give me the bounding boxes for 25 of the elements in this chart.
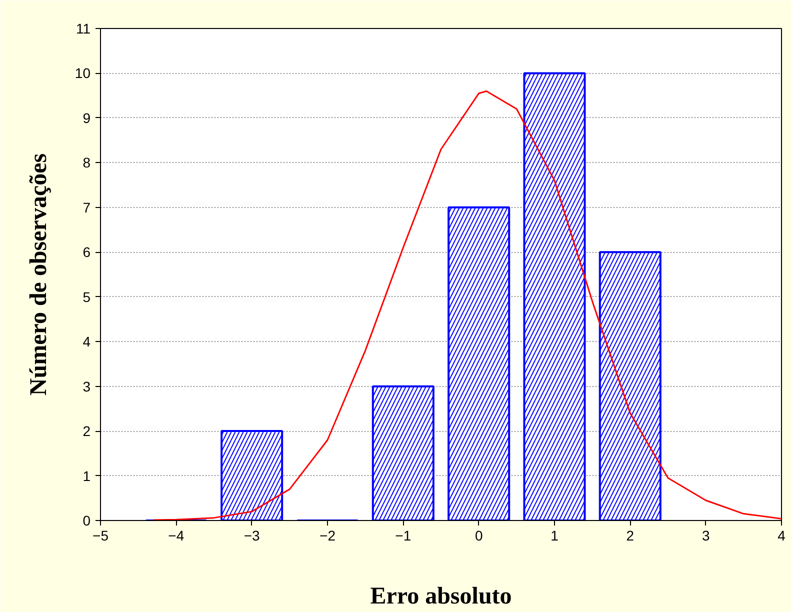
y-axis-title: Número de observações [26, 153, 52, 396]
y-tick-label: 1 [82, 468, 91, 484]
x-tick-label: −5 [92, 528, 109, 544]
x-tick-label: −3 [244, 528, 260, 544]
x-tick-label: −4 [168, 528, 184, 544]
x-tick-label: 0 [474, 528, 483, 544]
y-tick-label: 0 [82, 512, 91, 528]
line-series [152, 90, 782, 520]
y-tick-label: 11 [76, 20, 91, 36]
x-tick-label: 1 [550, 528, 559, 544]
y-tick-label: 5 [82, 288, 91, 305]
x-tick-label: −2 [320, 528, 336, 544]
x-tick-label: −1 [395, 528, 412, 544]
y-tick-label: 2 [82, 423, 91, 440]
x-tick-label: 3 [702, 528, 710, 544]
x-tick-label: 2 [626, 528, 634, 544]
y-tick-label: 8 [82, 154, 91, 171]
y-tick-label: 3 [82, 378, 91, 394]
x-axis-title: Erro absoluto [370, 584, 512, 610]
y-tick-label: 4 [82, 334, 91, 350]
y-tick-label: 7 [82, 199, 91, 216]
y-tick-label: 9 [82, 110, 91, 126]
x-tick-label: 4 [778, 528, 786, 544]
y-tick-label: 6 [82, 244, 91, 260]
y-tick-label: 10 [74, 65, 91, 82]
